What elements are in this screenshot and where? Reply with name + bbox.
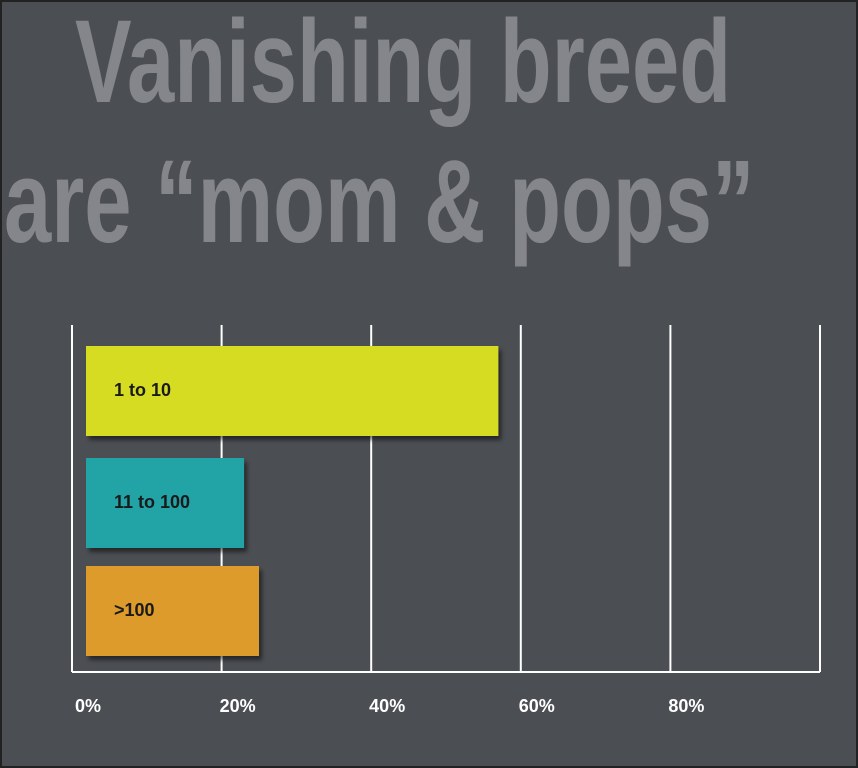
x-tick-label: 80%: [668, 696, 704, 716]
category-label: >100: [114, 600, 155, 620]
category-label: 11 to 100: [114, 492, 190, 512]
x-tick-label: 40%: [369, 696, 405, 716]
title-line: are “mom & pops”: [4, 135, 754, 267]
bar: [86, 346, 499, 436]
x-tick-label: 20%: [220, 696, 256, 716]
x-tick-label: 0%: [75, 696, 101, 716]
title-line: Vanishing breed: [75, 0, 731, 127]
bar: [86, 566, 259, 656]
bar: [86, 458, 245, 548]
category-label: 1 to 10: [114, 380, 171, 400]
x-tick-label: 60%: [519, 696, 555, 716]
